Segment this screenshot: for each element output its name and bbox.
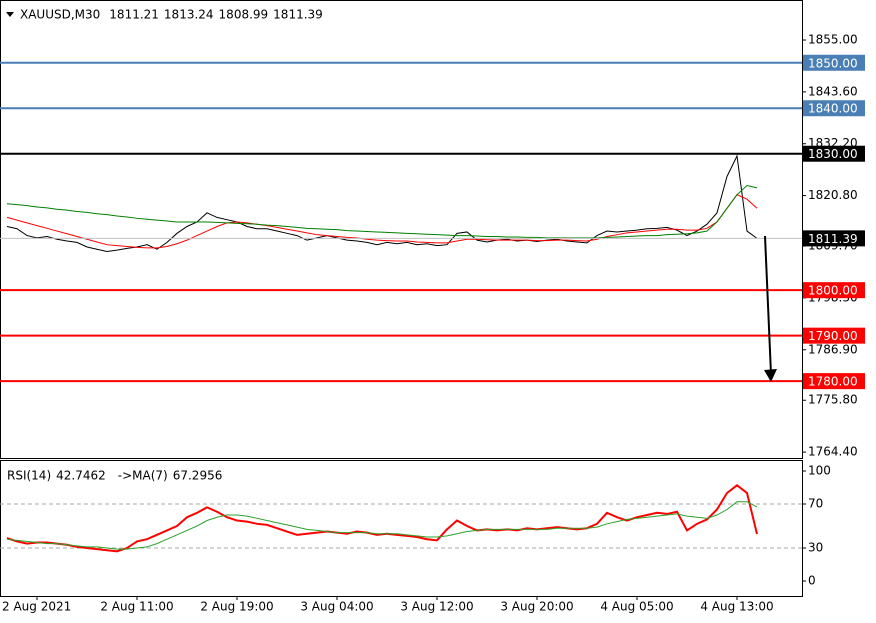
header-text: 1813.24: [164, 8, 214, 22]
arrow-head: [764, 369, 777, 382]
y-tick-label: 100: [808, 464, 831, 478]
current-price-label: 1811.39: [808, 232, 858, 246]
x-tick-label: 4 Aug 13:00: [700, 600, 773, 614]
level-label: 1780.00: [808, 375, 858, 389]
x-tick-label: 2 Aug 2021: [2, 600, 71, 614]
level-label-box: [803, 373, 865, 390]
level-label: 1790.00: [808, 329, 858, 343]
header-text: 1811.21: [109, 8, 159, 22]
x-tick-label: 3 Aug 04:00: [300, 600, 373, 614]
level-label-box: [803, 145, 865, 162]
y-tick-label: 1786.90: [808, 342, 858, 356]
y-tick-label: 70: [808, 497, 823, 511]
rsi-header-text: 67.2956: [173, 469, 223, 483]
level-label: 1800.00: [808, 284, 858, 298]
y-tick-label: 1855.00: [808, 33, 858, 47]
menu-arrow[interactable]: [6, 12, 14, 17]
level-label-box: [803, 54, 865, 71]
current-price-box: [803, 230, 865, 247]
header-text: 1808.99: [219, 8, 269, 22]
arrow: [764, 235, 772, 375]
x-tick-label: 2 Aug 11:00: [100, 600, 173, 614]
rsi-header-text: ->MA(7): [118, 469, 168, 483]
rsi-header: RSI(14) 42.7462 ->MA(7) 67.2956: [7, 469, 222, 483]
series-line: [6, 185, 758, 239]
series-line: [6, 194, 758, 249]
y-tick-label: 30: [808, 541, 823, 555]
level-label-box: [803, 100, 865, 117]
x-tick-label: 3 Aug 20:00: [500, 600, 573, 614]
level-label: 1850.00: [808, 56, 858, 70]
y-tick-label: 1843.60: [808, 84, 858, 98]
header-text: XAUUSD,M30: [20, 8, 100, 22]
series-line: [6, 501, 758, 550]
level-label: 1840.00: [808, 102, 858, 116]
y-tick-label: 1775.80: [808, 393, 858, 407]
level-label: 1830.00: [808, 147, 858, 161]
rsi-panel: [0, 460, 803, 597]
rsi-header-text: 42.7462: [56, 469, 106, 483]
price-header: XAUUSD,M30 1811.21 1813.24 1808.99 1811.39: [20, 8, 323, 22]
rsi-header-text: RSI(14): [7, 469, 51, 483]
x-tick-label: 3 Aug 12:00: [400, 600, 473, 614]
y-tick-label: 1820.80: [808, 188, 858, 202]
header-text: 1811.39: [273, 8, 323, 22]
level-label-box: [803, 327, 865, 344]
level-label-box: [803, 282, 865, 299]
y-tick-label: 1764.40: [808, 445, 858, 459]
x-tick-label: 4 Aug 05:00: [600, 600, 673, 614]
y-tick-label: 0: [808, 574, 816, 588]
series-line: [6, 154, 758, 253]
x-tick-label: 2 Aug 19:00: [200, 600, 273, 614]
